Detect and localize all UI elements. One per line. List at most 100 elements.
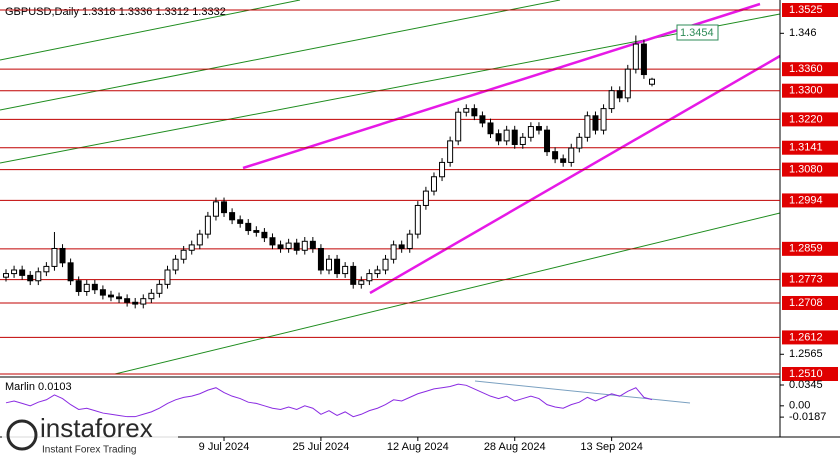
candle-body [479,115,486,124]
candle-body [132,301,139,305]
candle-body [301,240,308,251]
annotation-box [676,24,719,41]
x-tick-label: 25 Jul 2024 [292,441,349,453]
y-tick-label: 1.2565 [789,348,823,360]
level-label: 1.2612 [789,331,823,343]
annotation: 1.3454 [680,27,714,39]
osc-tick-label: 0.00 [789,400,810,412]
candle-body [107,294,114,298]
candle-body [19,269,26,276]
candle-body [382,258,389,271]
candle-body [277,244,284,249]
candle-body [463,108,470,113]
y-tick-label: 1.346 [789,27,817,39]
candle-body [374,269,381,275]
oscillator-name: Marlin [5,381,35,393]
level-label-bg [782,241,838,256]
x-tick-label: 13 Sep 2024 [580,441,642,453]
candle-body [471,108,478,117]
level-label-bg [782,83,838,98]
last-close: 1.3332 [192,6,226,18]
chart-title: GBPUSD,Daily 1.3318 1.3336 1.3312 1.3332 [5,6,226,18]
candle-body [640,43,647,76]
level-label: 1.2773 [789,274,823,286]
channel-lines [0,0,781,375]
candle-body [59,247,66,264]
candle-body [253,230,260,233]
level-label: 1.3360 [789,63,823,75]
candle-body [204,215,211,235]
candle-body [422,190,429,206]
level-label-bg [782,112,838,127]
level-label-bg [782,162,838,177]
oscillator-last: 0.0103 [38,381,72,393]
candle-body [560,158,567,163]
level-label-bg [782,295,838,310]
level-label-bg [782,330,838,345]
candle-body [503,129,510,142]
level-label: 1.2510 [789,368,823,380]
candle-body [27,274,34,282]
candle-body [342,265,349,275]
candle-body [180,249,187,260]
candle-body [99,289,106,296]
candle-body [75,280,82,293]
level-label-bg [782,3,838,17]
candle-body [156,283,163,294]
candle-body [358,280,365,285]
last-open: 1.3318 [82,6,116,18]
candle-body [455,111,462,142]
candle-body [649,78,655,85]
x-tick-label: 28 Aug 2024 [484,441,546,453]
candle-body [3,273,9,278]
candle-body [261,231,268,239]
x-tick-label: 12 Aug 2024 [387,441,449,453]
candle-body [544,129,551,153]
candle-body [608,90,615,110]
level-label-bg [782,62,838,77]
watermark-bg [2,414,178,456]
level-label-bg [782,193,838,208]
candle-body [196,233,203,246]
level-label-bg [782,272,838,287]
candle-body [309,240,316,249]
last-low: 1.3312 [155,6,189,18]
candle-body [568,147,575,163]
level-label: 1.3220 [789,113,823,125]
candle-body [293,242,300,251]
candle-body [616,90,623,99]
candle-body [527,126,534,138]
candle-body [212,201,219,217]
candle-body [406,233,413,249]
candle-body [624,68,631,99]
candle-body [414,204,421,235]
candle-body [188,244,195,251]
level-label-bg [782,367,838,381]
candle-body [91,283,98,291]
candle-body [447,140,454,163]
candle-body [116,296,123,300]
candle-body [495,133,502,142]
candle-body [285,242,292,249]
candle-body [350,265,357,285]
candle-body [366,273,373,282]
candle-body [600,108,607,131]
candle-body [172,258,179,271]
candle-body [592,115,599,131]
x-tick-label: 9 Jul 2024 [199,441,250,453]
candle-body [552,151,559,160]
candle-body [245,222,252,232]
candle-body [51,247,58,267]
candle-body [229,212,236,221]
watermark: instaforex [40,413,153,443]
oscillator-trendline [474,380,691,404]
candle-body [487,122,494,135]
candle-body [576,136,583,149]
candle-body [511,129,518,145]
candle-body [11,269,18,275]
candle-body [430,176,437,192]
candle-body [237,219,244,224]
level-label: 1.3080 [789,163,823,175]
osc-tick-label: -0.0187 [789,411,826,423]
candle-body [67,262,74,282]
